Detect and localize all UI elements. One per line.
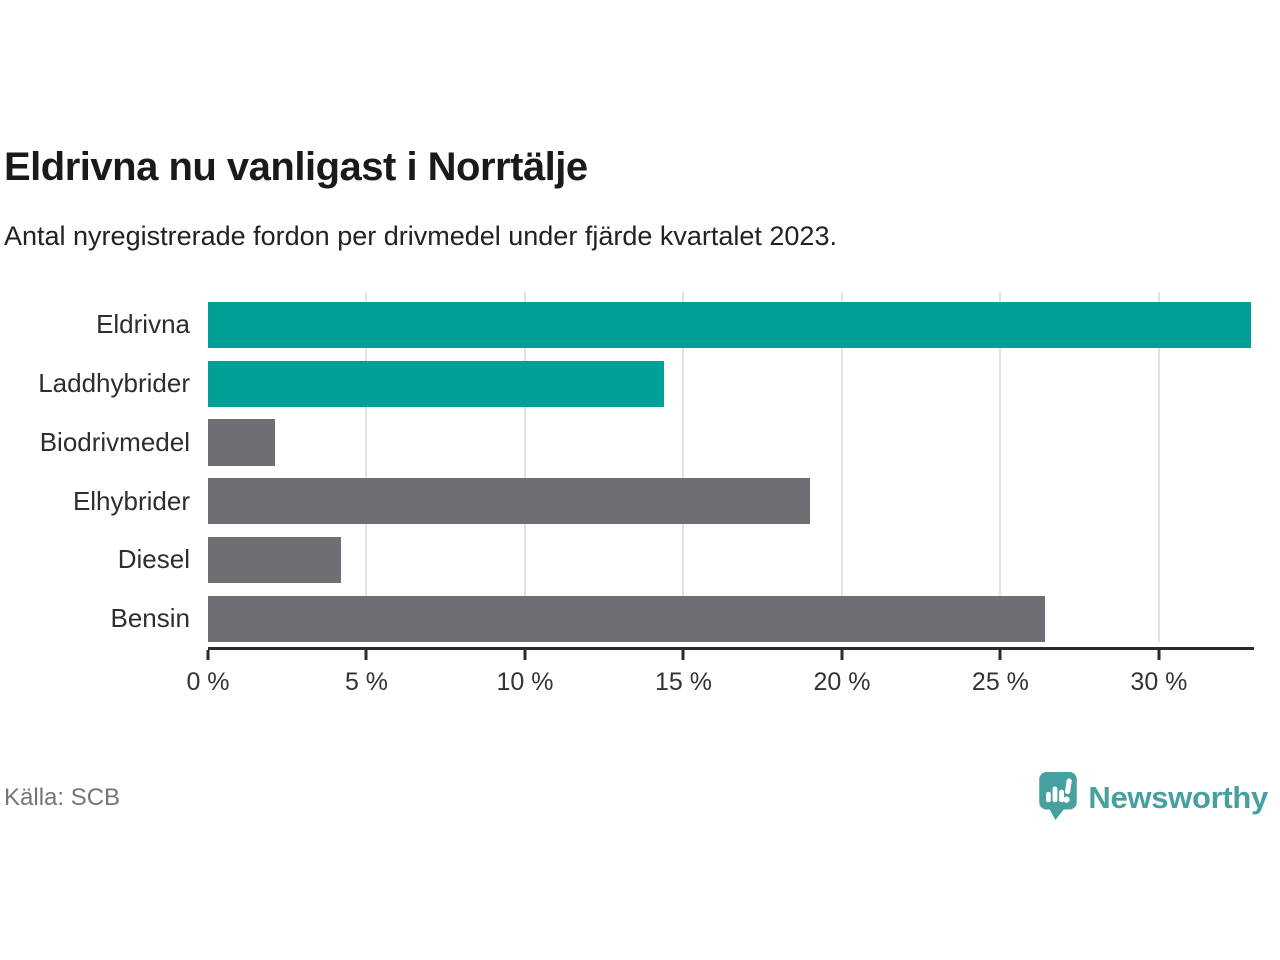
x-axis-tick-label: 20 % bbox=[813, 667, 871, 696]
y-axis-label: Elhybrider bbox=[72, 485, 190, 516]
chart-subtitle: Antal nyregistrerade fordon per drivmede… bbox=[4, 221, 837, 251]
x-axis-tick bbox=[1157, 649, 1161, 660]
bar-chart: Eldrivna Laddhybrider Biodrivmedel Elhybrid… bbox=[0, 291, 1254, 703]
x-axis-tick-label: 10 % bbox=[496, 667, 554, 696]
x-axis-tick-label: 30 % bbox=[1130, 667, 1188, 696]
gridline bbox=[1157, 291, 1160, 642]
x-axis-tick-label: 0 % bbox=[186, 667, 230, 696]
bar-track bbox=[208, 360, 1254, 407]
y-axis-labels: Eldrivna Laddhybrider Biodrivmedel Elhybrid… bbox=[0, 292, 190, 642]
bar-biodrivmedel bbox=[208, 419, 275, 466]
bar-track bbox=[208, 478, 1254, 525]
bar-eldrivna bbox=[208, 301, 1251, 348]
x-axis-tick-label: 5 % bbox=[344, 667, 389, 696]
y-axis-label: Biodrivmedel bbox=[39, 426, 190, 457]
y-axis-label: Laddhybrider bbox=[38, 368, 190, 399]
footer: Källa: SCB Newsworthy bbox=[4, 766, 1268, 830]
x-axis-tick bbox=[206, 649, 210, 660]
x-axis: 0 % 5 % 10 % 15 % 20 % 25 % 30 % bbox=[186, 646, 1254, 703]
bar-bensin bbox=[208, 595, 1045, 642]
gridline bbox=[365, 291, 368, 642]
bar-elhybrider bbox=[208, 478, 811, 525]
bar-laddhybrider bbox=[208, 360, 665, 407]
gridline bbox=[999, 291, 1002, 642]
newsworthy-chart-bubble-icon bbox=[1037, 771, 1079, 826]
plot-area bbox=[208, 291, 1254, 642]
gridline bbox=[840, 291, 843, 642]
chart-title: Eldrivna nu vanligast i Norrtälje bbox=[4, 145, 588, 189]
y-axis-label: Bensin bbox=[110, 603, 191, 634]
x-axis-tick-label: 15 % bbox=[654, 667, 712, 696]
y-axis-label: Eldrivna bbox=[96, 309, 190, 340]
bar-track bbox=[208, 595, 1254, 642]
bar-track bbox=[208, 536, 1254, 584]
x-axis-tick bbox=[523, 649, 527, 660]
bar-track bbox=[208, 301, 1254, 348]
x-axis-tick-label: 25 % bbox=[971, 667, 1029, 696]
x-axis-tick bbox=[681, 649, 685, 660]
gridline bbox=[523, 291, 526, 642]
brand-logo: Newsworthy bbox=[1037, 771, 1268, 826]
brand-name: Newsworthy bbox=[1088, 780, 1268, 815]
x-axis-tick bbox=[998, 649, 1002, 660]
y-axis-label: Diesel bbox=[117, 544, 190, 575]
bars bbox=[208, 301, 1254, 642]
x-axis-tick bbox=[364, 649, 368, 660]
bar-track bbox=[208, 419, 1254, 466]
source-credit: Källa: SCB bbox=[4, 784, 121, 811]
x-axis-tick bbox=[840, 649, 844, 660]
gridlines bbox=[208, 291, 1254, 642]
gridline bbox=[682, 291, 685, 642]
bar-diesel bbox=[208, 536, 342, 584]
chart-body: Eldrivna Laddhybrider Biodrivmedel Elhybrid… bbox=[0, 291, 1254, 642]
